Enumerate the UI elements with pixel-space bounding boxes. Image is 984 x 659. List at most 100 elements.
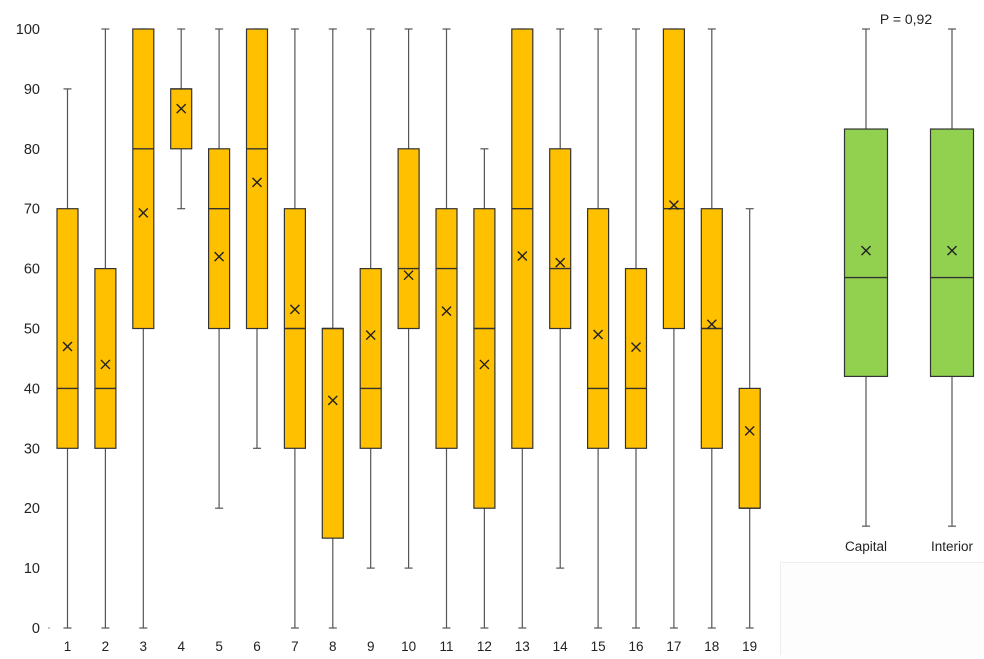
box-2: 2 xyxy=(94,28,117,654)
box-capital: Capital xyxy=(843,28,889,554)
mean-marker-stroke xyxy=(479,359,490,370)
mean-marker-stroke xyxy=(100,359,111,370)
mean-marker xyxy=(631,342,641,353)
y-tick-label: 100 xyxy=(16,22,40,38)
mean-marker xyxy=(100,359,111,370)
x-tick-label: Interior xyxy=(931,539,974,554)
mean-marker-stroke xyxy=(593,329,604,340)
box-5: 5 xyxy=(208,28,231,654)
x-tick-label: 9 xyxy=(367,639,375,654)
y-tick-label: 10 xyxy=(24,561,40,577)
iqr-box xyxy=(843,128,889,378)
x-tick-label: 15 xyxy=(591,639,606,654)
iqr-box xyxy=(511,28,534,449)
x-tick-label: 13 xyxy=(515,639,530,654)
mean-marker xyxy=(706,319,717,330)
y-axis: 0 10 20 30 40 50 60 70 80 90 100 xyxy=(16,22,50,637)
mean-marker-stroke xyxy=(252,177,262,188)
mean-marker xyxy=(861,245,871,256)
mean-marker xyxy=(365,330,376,341)
iqr-box xyxy=(624,268,648,449)
mean-marker-stroke xyxy=(668,200,679,211)
box-4: 4 xyxy=(170,28,193,654)
mean-marker xyxy=(593,329,604,340)
mean-marker xyxy=(252,177,262,188)
box-13: 13 xyxy=(511,28,534,654)
iqr-box xyxy=(473,208,496,509)
x-tick-label: 10 xyxy=(401,639,416,654)
box-1: 1 xyxy=(56,88,79,654)
x-tick-label: 17 xyxy=(666,639,681,654)
iqr-box xyxy=(245,28,269,330)
mean-marker xyxy=(289,304,300,315)
x-tick-label: 11 xyxy=(439,639,453,654)
mean-marker xyxy=(441,306,452,317)
mean-marker-stroke xyxy=(138,207,149,218)
iqr-box xyxy=(738,387,761,509)
iqr-box xyxy=(397,148,420,330)
mean-marker xyxy=(668,200,679,211)
mean-marker xyxy=(138,207,149,218)
x-tick-label: 5 xyxy=(215,639,223,654)
mean-marker xyxy=(744,425,755,436)
mean-marker-stroke xyxy=(631,342,641,353)
x-tick-label: 7 xyxy=(291,639,299,654)
box-3: 3 xyxy=(132,28,155,654)
box-14: 14 xyxy=(549,28,572,654)
y-tick-label: 30 xyxy=(24,441,40,457)
mean-marker-stroke xyxy=(176,103,187,114)
box-17: 17 xyxy=(662,28,686,654)
x-tick-label: 2 xyxy=(102,639,110,654)
iqr-box xyxy=(208,148,231,330)
mean-marker-stroke xyxy=(289,304,300,315)
mean-marker xyxy=(214,251,225,262)
x-tick-label: 8 xyxy=(329,639,337,654)
box-19: 19 xyxy=(738,208,761,654)
box-6: 6 xyxy=(245,28,269,654)
x-tick-label: 18 xyxy=(704,639,719,654)
y-tick-label: 60 xyxy=(24,262,40,278)
x-tick-label: Capital xyxy=(845,539,887,554)
corner-blank-patch xyxy=(780,562,984,655)
mean-marker-stroke xyxy=(517,251,528,262)
mean-marker xyxy=(176,103,187,114)
mean-marker-stroke xyxy=(403,270,414,281)
mean-marker-stroke xyxy=(555,257,566,268)
mean-marker-stroke xyxy=(327,395,338,406)
mean-marker-stroke xyxy=(365,330,376,341)
iqr-box xyxy=(929,128,975,378)
y-tick-label: 0 xyxy=(32,621,40,637)
mean-marker-stroke xyxy=(441,306,452,317)
box-8: 8 xyxy=(321,28,344,654)
box-16: 16 xyxy=(624,28,648,654)
box-7: 7 xyxy=(283,28,306,654)
y-tick-label: 90 xyxy=(24,82,40,98)
x-tick-label: 3 xyxy=(140,639,148,654)
mean-marker xyxy=(327,395,338,406)
iqr-box xyxy=(435,208,458,449)
mean-marker xyxy=(947,245,957,256)
mean-marker xyxy=(555,257,566,268)
x-tick-label: 12 xyxy=(477,639,492,654)
y-tick-label: 80 xyxy=(24,142,40,158)
box-9: 9 xyxy=(359,28,382,654)
mean-marker-stroke xyxy=(706,319,717,330)
iqr-box xyxy=(94,268,117,449)
box-12: 12 xyxy=(473,148,496,654)
mean-marker xyxy=(517,251,528,262)
box-interior: Interior xyxy=(929,28,975,554)
mean-marker-stroke xyxy=(744,425,755,436)
box-18: 18 xyxy=(700,28,723,654)
mean-marker-stroke xyxy=(62,341,73,352)
box-11: 11 xyxy=(435,28,458,654)
p-value-annotation: P = 0,92 xyxy=(880,11,933,27)
x-tick-label: 16 xyxy=(628,639,643,654)
x-tick-label: 4 xyxy=(177,639,185,654)
iqr-box xyxy=(586,208,610,449)
y-tick-label: 20 xyxy=(24,501,40,517)
iqr-box xyxy=(359,268,382,449)
y-tick-label: 40 xyxy=(24,381,40,397)
iqr-box xyxy=(170,88,193,150)
